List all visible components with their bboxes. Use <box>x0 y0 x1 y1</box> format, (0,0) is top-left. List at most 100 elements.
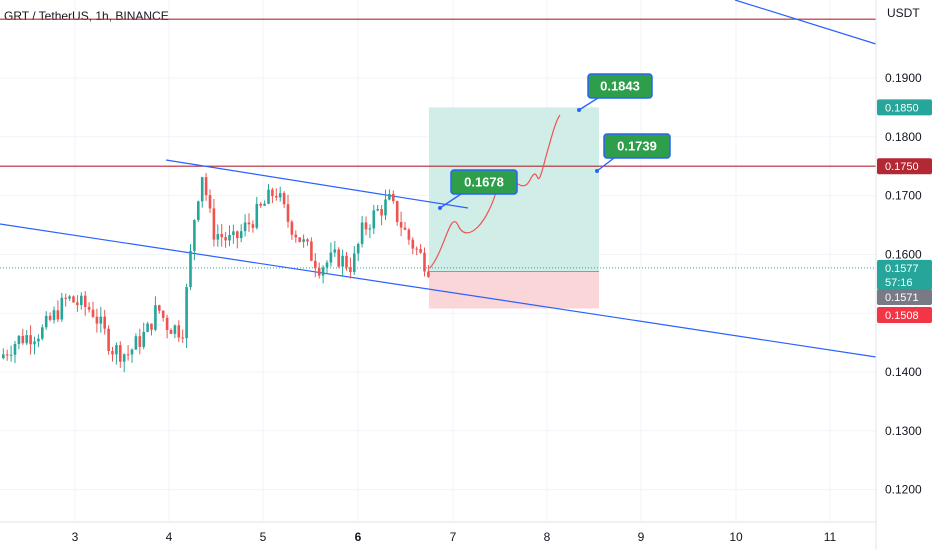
candle[interactable] <box>360 215 364 248</box>
candle[interactable] <box>119 341 122 368</box>
candle[interactable] <box>290 220 294 240</box>
candle[interactable] <box>165 314 169 339</box>
candle[interactable] <box>138 328 142 355</box>
candle[interactable] <box>224 231 227 248</box>
candle[interactable] <box>321 265 325 284</box>
top-trendline[interactable] <box>734 0 877 45</box>
loss-zone[interactable] <box>429 271 599 309</box>
candle[interactable] <box>87 302 91 313</box>
candle[interactable] <box>48 312 52 322</box>
candle[interactable] <box>208 189 212 213</box>
candle[interactable] <box>255 196 259 230</box>
price-tag-current[interactable]: 0.1577 <box>877 259 932 276</box>
candle[interactable] <box>380 205 383 226</box>
candle[interactable] <box>60 292 64 322</box>
candle[interactable] <box>83 291 87 316</box>
candle[interactable] <box>314 253 317 278</box>
candle[interactable] <box>353 245 356 275</box>
candle[interactable] <box>298 237 301 243</box>
candle[interactable] <box>419 243 422 254</box>
candle[interactable] <box>275 188 278 201</box>
candle[interactable] <box>204 173 208 201</box>
candle[interactable] <box>317 262 321 279</box>
candle[interactable] <box>185 283 188 349</box>
candle[interactable] <box>91 301 95 319</box>
candle[interactable] <box>158 304 161 314</box>
candle[interactable] <box>329 242 333 267</box>
callout-target-1843[interactable]: 0.1843 <box>577 73 653 112</box>
candle[interactable] <box>41 324 44 341</box>
candle[interactable] <box>154 296 157 332</box>
candle[interactable] <box>388 189 391 201</box>
candle[interactable] <box>212 198 216 247</box>
candle[interactable] <box>415 246 418 256</box>
candle[interactable] <box>216 224 220 247</box>
candle[interactable] <box>193 219 196 261</box>
price-tag-resistance[interactable]: 0.1750 <box>877 158 932 175</box>
candle[interactable] <box>368 224 372 239</box>
candle[interactable] <box>407 228 411 245</box>
candle[interactable] <box>68 294 71 301</box>
candle[interactable] <box>99 306 103 333</box>
candle[interactable] <box>239 224 243 243</box>
candle[interactable] <box>423 247 426 277</box>
price-tag-stop[interactable]: 0.1508 <box>877 307 932 323</box>
candle[interactable] <box>173 324 177 339</box>
candle[interactable] <box>395 200 399 226</box>
candle[interactable] <box>220 223 223 247</box>
candle[interactable] <box>392 190 395 204</box>
candle[interactable] <box>80 292 83 310</box>
candle[interactable] <box>228 225 231 247</box>
price-tag-entry[interactable]: 0.1571 <box>877 289 932 305</box>
candle[interactable] <box>267 184 270 205</box>
time-axis[interactable]: 3 4 5 6 7 8 9 10 11 <box>0 521 876 544</box>
candle[interactable] <box>169 328 173 334</box>
candle[interactable] <box>232 224 235 244</box>
candle[interactable] <box>356 242 360 261</box>
candle[interactable] <box>302 234 305 248</box>
candle[interactable] <box>25 329 28 346</box>
price-tag-countdown[interactable]: 57:16 <box>877 273 932 290</box>
candle[interactable] <box>411 237 415 255</box>
upper-trendline[interactable] <box>165 159 469 209</box>
candle[interactable] <box>286 194 290 228</box>
candle[interactable] <box>52 306 56 324</box>
candle[interactable] <box>107 325 110 355</box>
candle[interactable] <box>325 260 329 275</box>
candle[interactable] <box>56 300 60 322</box>
candle[interactable] <box>72 295 75 303</box>
candle[interactable] <box>103 309 106 335</box>
candle[interactable] <box>33 336 36 355</box>
candle[interactable] <box>134 333 138 350</box>
candle[interactable] <box>13 340 17 364</box>
candle[interactable] <box>44 311 48 330</box>
candle[interactable] <box>130 348 134 363</box>
candle[interactable] <box>251 220 255 233</box>
callout-target-1678[interactable]: 0.1678 <box>438 169 518 210</box>
candle[interactable] <box>294 230 298 243</box>
candle[interactable] <box>337 247 340 269</box>
candle[interactable] <box>146 321 149 333</box>
callout-target-1739[interactable]: 0.1739 <box>595 133 671 173</box>
candle[interactable] <box>236 230 239 249</box>
candle[interactable] <box>189 244 192 290</box>
candle[interactable] <box>306 238 309 246</box>
candle[interactable] <box>115 342 118 365</box>
candle[interactable] <box>399 211 403 237</box>
price-axis[interactable]: USDT0.12000.13000.14000.15000.16000.1700… <box>875 0 932 550</box>
candle[interactable] <box>263 200 266 206</box>
candle[interactable] <box>403 221 407 231</box>
candle[interactable] <box>150 323 153 336</box>
lower-trendline[interactable] <box>0 223 877 358</box>
candle[interactable] <box>161 310 165 322</box>
candle[interactable] <box>122 353 126 373</box>
candle[interactable] <box>345 252 348 271</box>
candle[interactable] <box>427 265 430 278</box>
candle[interactable] <box>37 334 40 348</box>
candle[interactable] <box>364 216 368 236</box>
candle[interactable] <box>9 345 13 362</box>
candle[interactable] <box>142 322 145 350</box>
candle[interactable] <box>243 214 247 237</box>
candle[interactable] <box>376 204 379 212</box>
